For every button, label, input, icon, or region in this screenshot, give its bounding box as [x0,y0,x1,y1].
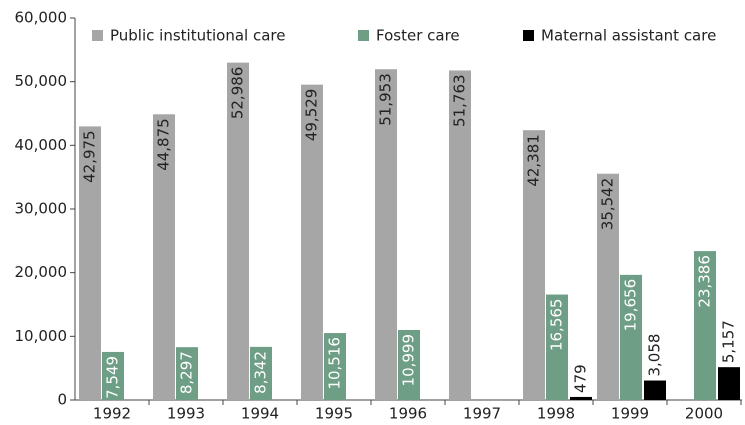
value-label: 479 [572,364,590,393]
bar [301,84,323,400]
bar [398,329,420,400]
value-label: 8,342 [252,351,270,394]
bar [620,274,642,400]
bar [694,251,716,400]
bar [449,70,471,400]
value-label: 51,763 [451,74,469,127]
x-tick-label: 1992 [93,405,131,423]
value-label: 51,953 [377,73,395,126]
y-tick-label: 40,000 [15,136,68,154]
bar [718,367,740,400]
bar [176,347,198,400]
y-tick-label: 20,000 [15,263,68,281]
value-label: 52,986 [229,67,247,120]
value-label: 5,157 [720,320,738,363]
value-label: 10,516 [326,337,344,390]
bar [523,130,545,400]
bar [102,351,124,400]
value-label: 23,386 [696,255,714,308]
y-tick-label: 50,000 [15,72,68,90]
y-tick-label: 60,000 [15,9,68,27]
y-tick-label: 0 [57,391,67,409]
value-label: 16,565 [548,299,566,352]
y-tick-label: 10,000 [15,327,68,345]
value-label: 8,297 [178,351,196,394]
value-label: 3,058 [646,334,664,377]
bar [597,173,619,400]
value-label: 49,529 [303,89,321,142]
bar [546,294,568,400]
value-label: 19,656 [622,279,640,332]
bar [227,62,249,401]
value-label: 42,975 [81,130,99,183]
legend-swatch [358,30,369,41]
value-label: 44,875 [155,118,173,171]
bar [153,114,175,400]
value-label: 10,999 [400,334,418,387]
x-tick-label: 1994 [241,405,279,423]
value-label: 7,549 [104,356,122,399]
legend-swatch [92,30,103,41]
y-tick-label: 30,000 [15,200,68,218]
bar [79,126,101,400]
value-label: 35,542 [599,178,617,231]
legend-label: Foster care [376,27,460,45]
bar [375,69,397,400]
bar [644,380,666,400]
x-tick-label: 1997 [463,405,501,423]
value-label: 42,381 [525,134,543,187]
legend-label: Maternal assistant care [541,27,716,45]
x-tick-label: 1993 [167,405,205,423]
bar [324,333,346,400]
x-tick-label: 1995 [315,405,353,423]
x-tick-label: 2000 [685,405,723,423]
legend-label: Public institutional care [110,27,285,45]
bar [250,346,272,400]
legend-swatch [523,30,534,41]
bar [570,396,592,400]
x-tick-label: 1999 [611,405,649,423]
x-tick-label: 1996 [389,405,427,423]
x-tick-label: 1998 [537,405,575,423]
